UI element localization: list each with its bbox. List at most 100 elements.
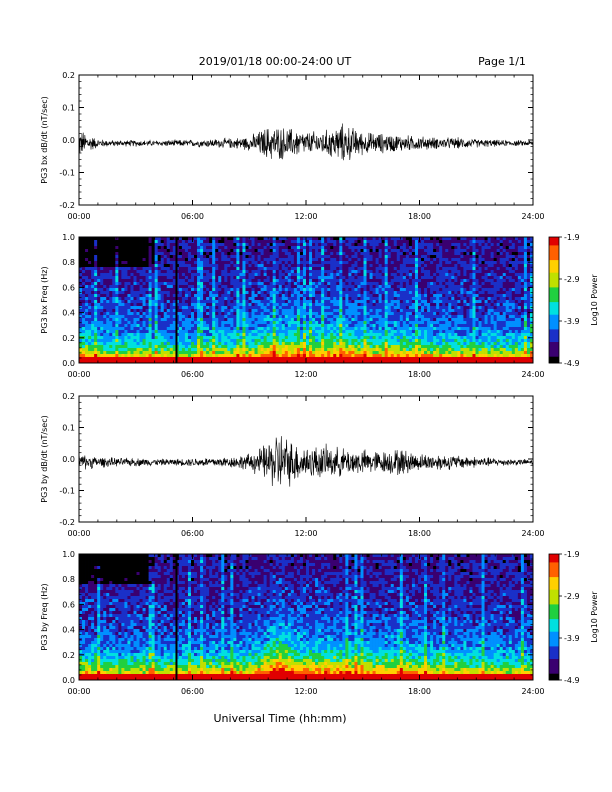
spectrogram-cell xyxy=(309,342,313,346)
spectrogram-cell xyxy=(203,348,207,352)
spectrogram-cell xyxy=(248,309,252,313)
spectrogram-cell xyxy=(375,282,379,286)
spectrogram-cell xyxy=(175,297,180,301)
spectrogram-cell xyxy=(402,345,407,349)
spectrogram-cell xyxy=(296,249,301,253)
spectrogram-cell xyxy=(248,321,252,325)
spectrogram-cell xyxy=(378,360,382,364)
spectrogram-cell xyxy=(242,315,246,319)
spectrogram-cell xyxy=(121,264,125,268)
spectrogram-cell xyxy=(269,240,274,244)
spectrogram-cell xyxy=(100,309,104,313)
spectrogram-cell xyxy=(103,273,107,277)
spectrogram-cell xyxy=(342,285,346,289)
spectrogram-cell xyxy=(272,348,277,352)
spectrogram-cell xyxy=(236,357,240,361)
spectrogram-cell xyxy=(218,279,222,283)
spectrogram-cell xyxy=(184,330,189,334)
spectrogram-cell xyxy=(215,273,219,277)
spectrogram-cell xyxy=(260,261,264,265)
spectrogram-cell xyxy=(405,333,410,337)
spectrogram-cell xyxy=(106,288,110,292)
spectrogram-cell xyxy=(106,327,110,331)
spectrogram-cell xyxy=(421,267,425,271)
spectrogram-cell xyxy=(227,237,231,241)
spectrogram-cell xyxy=(103,318,107,322)
spectrogram-cell xyxy=(369,354,373,358)
spectrogram-cell xyxy=(160,243,165,247)
spectrogram-cell xyxy=(206,333,210,337)
spectrogram-cell xyxy=(366,237,370,241)
spectrogram-cell xyxy=(221,243,225,247)
spectrogram-cell xyxy=(281,339,286,343)
spectrogram-cell xyxy=(293,339,298,343)
spectrogram-cell xyxy=(190,354,195,358)
spectrogram-cell xyxy=(281,309,286,313)
spectrogram-cell xyxy=(424,255,428,259)
spectrogram-cell xyxy=(366,267,370,271)
spectrogram-cell xyxy=(79,303,83,307)
spectrogram-cell xyxy=(405,282,410,286)
spectrogram-cell xyxy=(251,324,255,328)
spectrogram-cell xyxy=(121,291,125,295)
spectrogram-cell xyxy=(178,309,183,313)
spectrogram-cell xyxy=(312,312,316,316)
spectrogram-cell xyxy=(309,357,313,361)
spectrogram-cell xyxy=(224,342,228,346)
spectrogram-cell xyxy=(345,345,349,349)
spectrogram-cell xyxy=(321,240,325,244)
spectrogram-cell xyxy=(218,300,222,304)
spectrogram-cell xyxy=(91,291,95,295)
spectrogram-cell xyxy=(417,288,422,292)
spectrogram-cell xyxy=(254,294,258,298)
spectrogram-cell xyxy=(339,261,343,265)
spectrogram-cell xyxy=(181,264,186,268)
spectrogram-cell xyxy=(260,249,264,253)
spectrogram-cell xyxy=(139,360,143,364)
spectrogram-cell xyxy=(357,255,361,259)
spectrogram-cell xyxy=(318,306,322,310)
spectrogram-cell xyxy=(194,270,198,274)
spectrogram-cell xyxy=(378,351,382,355)
spectrogram-cell xyxy=(348,258,352,262)
spectrogram-cell xyxy=(133,324,137,328)
spectrogram-cell xyxy=(212,315,216,319)
spectrogram-cell xyxy=(215,261,219,265)
spectrogram-cell xyxy=(296,255,301,259)
spectrogram-cell xyxy=(200,297,204,301)
spectrogram-cell xyxy=(372,306,376,310)
spectrogram-cell xyxy=(378,321,382,325)
spectrogram-cell xyxy=(424,273,428,277)
spectrogram-cell xyxy=(330,240,334,244)
spectrogram-cell xyxy=(160,318,165,322)
spectrogram-cell xyxy=(321,294,325,298)
spectrogram-cell xyxy=(275,336,280,340)
spectrogram-cell xyxy=(91,270,95,274)
spectrogram-cell xyxy=(275,237,280,241)
spectrogram-cell xyxy=(136,243,140,247)
spectrogram-cell xyxy=(215,288,219,292)
spectrogram-cell xyxy=(369,342,373,346)
spectrogram-cell xyxy=(254,333,258,337)
spectrogram-cell xyxy=(302,261,307,265)
spectrogram-cell xyxy=(115,357,119,361)
spectrogram-cell xyxy=(142,261,146,265)
spectrogram-cell xyxy=(269,252,274,256)
spectrogram-cell xyxy=(281,321,286,325)
spectrogram-cell xyxy=(306,327,310,331)
spectrogram-cell xyxy=(387,300,392,304)
spectrogram-cell xyxy=(260,285,264,289)
spectrogram-cell xyxy=(245,264,249,268)
spectrogram-cell xyxy=(390,342,395,346)
spectrogram-cell xyxy=(200,261,204,265)
spectrogram-cell xyxy=(181,309,186,313)
spectrogram-cell xyxy=(299,351,304,355)
spectrogram-cell xyxy=(257,330,261,334)
spectrogram-cell xyxy=(163,318,168,322)
spectrogram-cell xyxy=(384,315,389,319)
spectrogram-cell xyxy=(357,306,361,310)
spectrogram-cell xyxy=(408,258,413,262)
spectrogram-cell xyxy=(230,279,234,283)
spectrogram-cell xyxy=(106,330,110,334)
spectrogram-cell xyxy=(269,312,274,316)
